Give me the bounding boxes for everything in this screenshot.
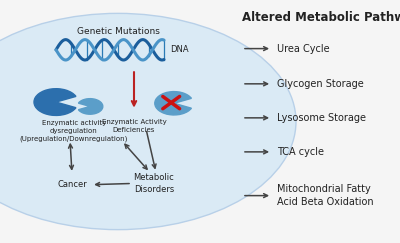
Text: Altered Metabolic Pathways: Altered Metabolic Pathways [242,11,400,24]
Text: Metabolic
Disorders: Metabolic Disorders [134,174,174,193]
Text: TCA cycle: TCA cycle [277,147,324,157]
Wedge shape [78,99,103,114]
Text: DNA: DNA [170,45,189,54]
Text: Cancer: Cancer [57,180,87,189]
Wedge shape [34,89,76,115]
Text: Lysosome Storage: Lysosome Storage [277,113,366,123]
Text: Enzymatic activity
dysregulation
(Upregulation/Downregulation): Enzymatic activity dysregulation (Upregu… [20,120,128,142]
Text: Mitochondrial Fatty
Acid Beta Oxidation: Mitochondrial Fatty Acid Beta Oxidation [277,184,374,207]
Circle shape [0,13,296,230]
Text: Urea Cycle: Urea Cycle [277,43,330,54]
Text: Genetic Mutations: Genetic Mutations [76,27,160,36]
Wedge shape [155,92,192,115]
Text: Enzymatic Activity
Deficiencies: Enzymatic Activity Deficiencies [102,119,166,133]
Text: Glycogen Storage: Glycogen Storage [277,79,364,89]
